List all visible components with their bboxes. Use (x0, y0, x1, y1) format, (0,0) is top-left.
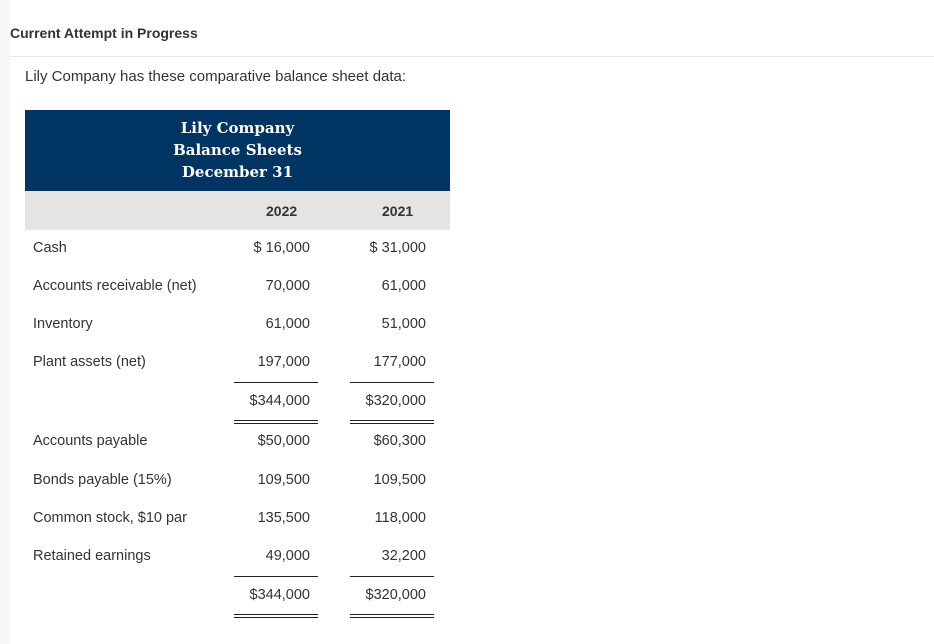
left-gutter (0, 0, 10, 644)
double-underline (234, 614, 318, 618)
total-row: $344,000 $320,000 (25, 577, 450, 615)
table-title-header: Lily Company Balance Sheets December 31 (25, 110, 450, 191)
year-2022: 2022 (266, 203, 298, 219)
divider (10, 56, 934, 57)
value-2021: $60,300 (373, 433, 426, 449)
question-intro: Lily Company has these comparative balan… (25, 68, 407, 85)
table-row: Common stock, $10 par 135,500 118,000 (25, 500, 450, 538)
value-2021: 177,000 (373, 354, 426, 370)
value-2021: $320,000 (365, 393, 426, 409)
value-2022: $ 16,000 (253, 240, 310, 256)
value-2021: 61,000 (381, 278, 426, 294)
single-underline (350, 382, 434, 383)
double-underline (350, 614, 434, 618)
value-2022: 109,500 (257, 472, 310, 488)
statement-name: Balance Sheets (173, 141, 302, 159)
company-name: Lily Company (180, 119, 295, 137)
value-2022: 61,000 (265, 316, 310, 332)
row-label: Cash (33, 240, 67, 256)
value-2022: $50,000 (257, 433, 310, 449)
value-2021: 118,000 (374, 510, 426, 526)
total-row: $344,000 $320,000 (25, 383, 450, 421)
value-2022: $344,000 (249, 587, 310, 603)
double-underline (350, 420, 434, 424)
attempt-heading: Current Attempt in Progress (10, 25, 198, 41)
value-2022: 135,500 (257, 510, 310, 526)
table-row: Retained earnings 49,000 32,200 (25, 538, 450, 576)
value-2021: $320,000 (365, 587, 426, 603)
table-row: Cash $ 16,000 $ 31,000 (25, 230, 450, 268)
value-2022: 197,000 (257, 354, 310, 370)
year-2021: 2021 (382, 203, 414, 219)
row-label: Accounts payable (33, 433, 148, 449)
row-label: Inventory (33, 316, 93, 332)
value-2021: 109,500 (373, 472, 426, 488)
value-2021: 51,000 (381, 316, 426, 332)
table-row: Accounts payable $50,000 $60,300 (25, 423, 450, 461)
single-underline (234, 576, 318, 577)
value-2022: 70,000 (265, 278, 310, 294)
value-2021: $ 31,000 (369, 240, 426, 256)
single-underline (350, 576, 434, 577)
row-label: Common stock, $10 par (33, 510, 187, 526)
value-2022: $344,000 (249, 393, 310, 409)
year-header-row: 2022 2021 (25, 191, 450, 230)
table-row: Plant assets (net) 197,000 177,000 (25, 344, 450, 382)
table-row: Inventory 61,000 51,000 (25, 306, 450, 344)
value-2021: 32,200 (381, 548, 426, 564)
double-underline (234, 420, 318, 424)
row-label: Bonds payable (15%) (33, 472, 172, 488)
row-label: Retained earnings (33, 548, 151, 564)
table-row: Accounts receivable (net) 70,000 61,000 (25, 268, 450, 306)
table-row: Bonds payable (15%) 109,500 109,500 (25, 462, 450, 500)
row-label: Accounts receivable (net) (33, 278, 197, 294)
value-2022: 49,000 (265, 548, 310, 564)
statement-date: December 31 (181, 163, 294, 181)
single-underline (234, 382, 318, 383)
row-label: Plant assets (net) (33, 354, 146, 370)
